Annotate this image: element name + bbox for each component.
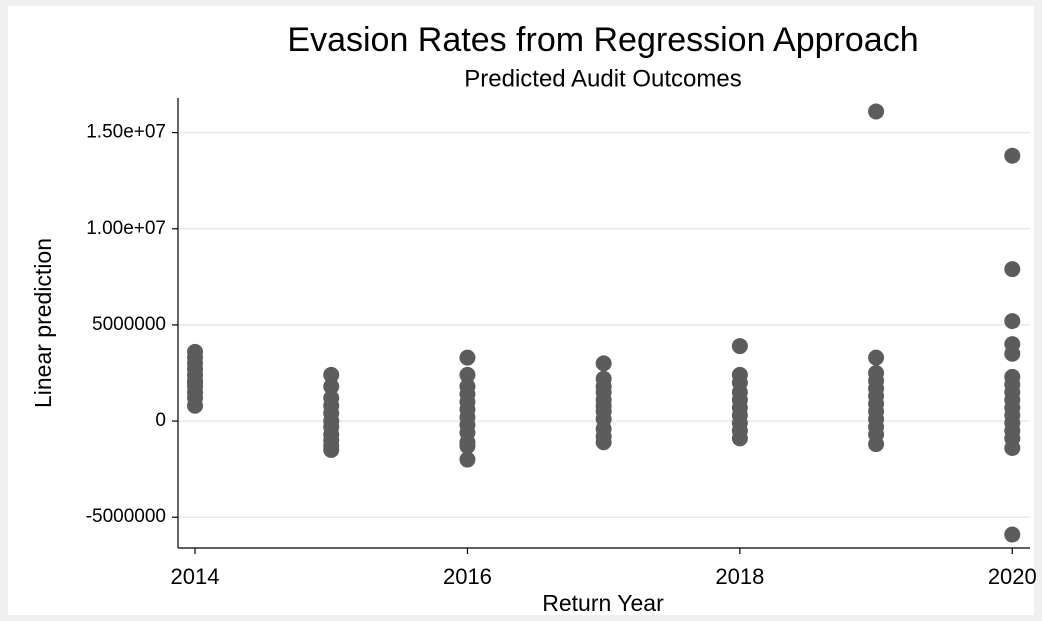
point <box>1004 147 1021 164</box>
point <box>868 349 885 366</box>
point <box>323 441 340 458</box>
x-tick-label: 2018 <box>715 564 764 589</box>
y-tick-label: 1.00e+07 <box>86 218 166 239</box>
point <box>595 355 612 372</box>
point <box>1004 526 1021 543</box>
point <box>459 451 476 468</box>
point <box>731 430 748 447</box>
point <box>323 378 340 395</box>
point <box>1004 440 1021 456</box>
y-axis-label: Linear prediction <box>30 238 56 408</box>
x-axis-label: Return Year <box>542 590 664 616</box>
point <box>323 366 340 383</box>
chart-title: Evasion Rates from Regression Approach <box>287 21 918 59</box>
point <box>187 397 204 414</box>
y-tick-label: 1.50e+07 <box>86 122 166 143</box>
point <box>459 366 476 383</box>
point <box>731 338 748 355</box>
point <box>459 349 476 366</box>
point <box>595 434 612 451</box>
x-tick-label: 2020 <box>988 564 1037 589</box>
y-tick-label: 0 <box>155 410 166 431</box>
graph-region <box>8 6 1034 615</box>
point <box>1004 313 1021 330</box>
point <box>459 438 476 455</box>
point <box>1004 261 1021 278</box>
x-tick-label: 2014 <box>171 564 220 589</box>
chart-subtitle: Predicted Audit Outcomes <box>464 65 741 92</box>
point <box>1004 345 1021 362</box>
point <box>868 436 885 453</box>
y-tick-label: 5000000 <box>92 314 166 335</box>
x-tick-label: 2016 <box>443 564 492 589</box>
point <box>868 103 885 120</box>
y-tick-label: -5000000 <box>86 506 166 527</box>
